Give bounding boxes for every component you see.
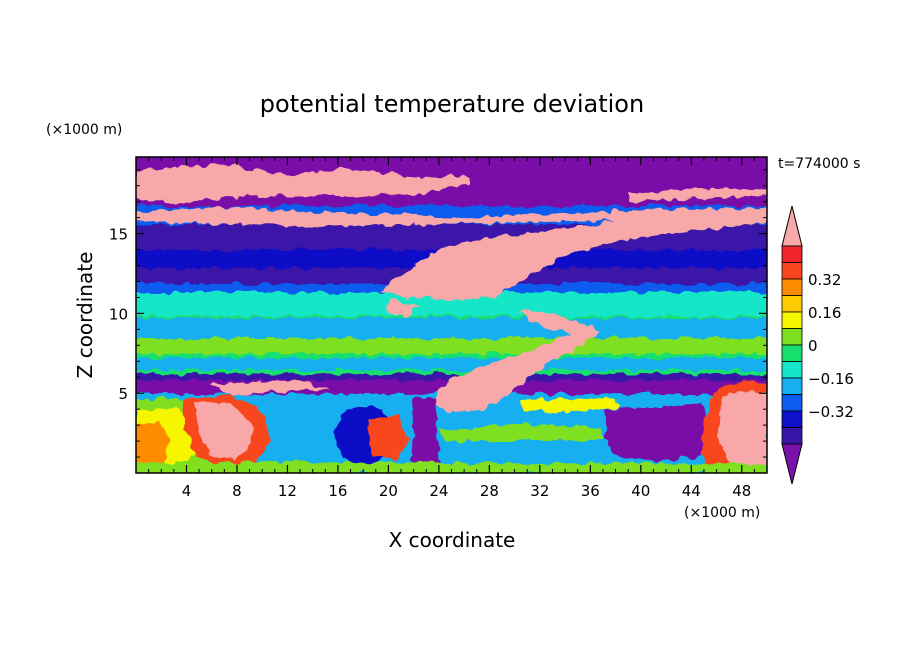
x-tick-label: 28 [480, 482, 499, 500]
y-axis-ticks: 5 10 15 [109, 169, 767, 458]
colorbar-box-8 [781, 377, 803, 395]
x-tick-label: 32 [530, 482, 549, 500]
x-tick-label: 24 [429, 482, 448, 500]
pink-left-vortex [196, 402, 254, 458]
y-tick-label: 5 [118, 385, 128, 403]
chart-title: potential temperature deviation [260, 90, 644, 118]
pink-plume-upper [380, 212, 767, 300]
yellow-band-mid [520, 398, 620, 412]
band-yellow-green [136, 338, 767, 354]
band-light-blue [136, 318, 767, 340]
colorbar-top-triangle [781, 205, 803, 247]
colorbar-tick-label: 0.16 [808, 304, 841, 322]
pink-right-vortex [718, 390, 767, 470]
pink-upper-strip [136, 206, 767, 226]
colorbar-bottom-triangle [781, 443, 803, 485]
colorbar-tick-label: 0 [808, 337, 818, 355]
colorbar-box-3 [781, 295, 803, 313]
x-axis-ticks: 4 8 12 16 20 24 28 32 36 40 44 48 [148, 157, 755, 500]
band-light-blue-2 [136, 358, 767, 370]
colorbar-tick-label: −0.16 [808, 370, 854, 388]
x-tick-label: 36 [581, 482, 600, 500]
x-unit-label: (×1000 m) [684, 505, 760, 521]
colorbar-box-2 [781, 278, 803, 296]
colorbar-box-9 [781, 394, 803, 412]
colorbar-box-5 [781, 328, 803, 346]
time-label: t=774000 s [778, 156, 860, 172]
red-vortex-mid [368, 414, 410, 460]
colorbar-box-1 [781, 262, 803, 280]
contour-shapes [136, 157, 767, 473]
y-unit-label: (×1000 m) [46, 122, 122, 138]
x-tick-label: 48 [732, 482, 751, 500]
green-band-mid [440, 424, 605, 442]
pink-plume-lower [430, 326, 590, 412]
x-tick-label: 44 [682, 482, 701, 500]
orange-left-swirl [136, 422, 170, 470]
x-tick-label: 16 [328, 482, 347, 500]
colorbar-box-7 [781, 361, 803, 379]
colorbar-tick-label: −0.32 [808, 403, 854, 421]
x-tick-label: 20 [379, 482, 398, 500]
purple-column [412, 398, 440, 473]
x-tick-label: 4 [182, 482, 192, 500]
yellow-bottom-strip [136, 462, 767, 473]
contour-field [136, 157, 767, 473]
colorbar-box-0 [781, 245, 803, 263]
x-tick-label: 12 [278, 482, 297, 500]
y-tick-label: 10 [109, 305, 128, 323]
purple-vortex-right [605, 404, 712, 462]
x-axis-label: X coordinate [389, 528, 516, 552]
y-tick-label: 15 [109, 226, 128, 244]
colorbar-box-6 [781, 344, 803, 362]
colorbar-tick-label: 0.32 [808, 271, 841, 289]
colorbar-box-10 [781, 410, 803, 428]
colorbar-box-4 [781, 311, 803, 329]
pink-band-right [520, 310, 600, 340]
x-tick-label: 8 [232, 482, 242, 500]
y-axis-label: Z coordinate [73, 252, 97, 379]
pink-left-hook [210, 380, 330, 396]
pink-mid-streak [388, 300, 420, 318]
colorbar-box-11 [781, 427, 803, 445]
colorbar: 0.32 0.16 0 −0.16 −0.32 [781, 205, 854, 485]
pink-upper-right [630, 188, 767, 201]
pink-upper-layer [136, 164, 470, 202]
x-tick-label: 40 [631, 482, 650, 500]
